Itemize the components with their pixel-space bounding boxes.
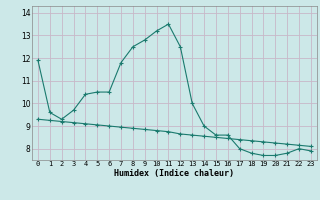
X-axis label: Humidex (Indice chaleur): Humidex (Indice chaleur) — [115, 169, 234, 178]
